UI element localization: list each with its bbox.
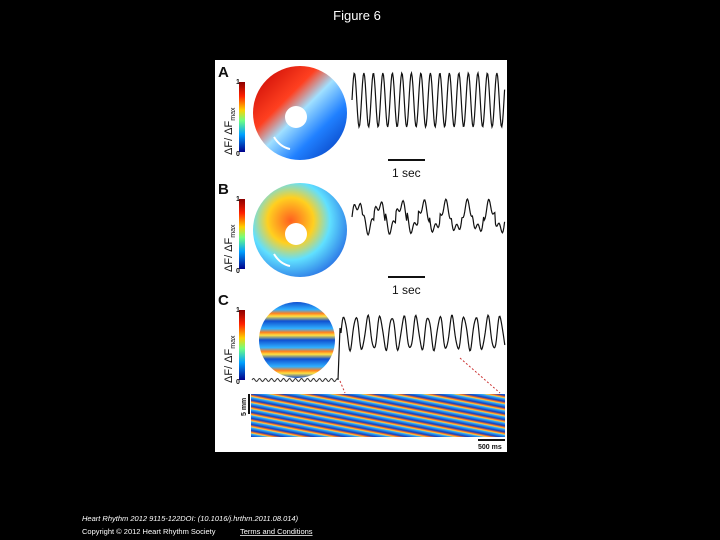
copyright: Copyright © 2012 Heart Rhythm Society xyxy=(82,527,216,536)
arrow xyxy=(273,136,291,150)
scale-label: 1 sec xyxy=(392,283,421,297)
trace xyxy=(351,70,506,130)
axis-label: ΔF/ ΔFmax xyxy=(223,107,237,155)
scale-label: 1 sec xyxy=(392,166,421,180)
axis-label: ΔF/ ΔFmax xyxy=(223,224,237,272)
map-hole xyxy=(285,106,307,128)
colorbar-min: 0 xyxy=(236,151,240,158)
time-label: 500 ms xyxy=(478,444,502,451)
axis-label-sub: max xyxy=(230,224,237,238)
panel-label: A xyxy=(218,64,229,81)
axis-label-sub: max xyxy=(230,107,237,121)
panel-label: C xyxy=(218,292,229,309)
terms-link[interactable]: Terms and Conditions xyxy=(240,527,313,536)
colorbar-max: 1 xyxy=(236,307,240,314)
slide-title: Figure 6 xyxy=(333,8,381,23)
trace xyxy=(337,313,506,381)
colorbar-max: 1 xyxy=(236,79,240,86)
space-label: 5 mm xyxy=(241,398,248,416)
colorbar xyxy=(239,199,245,269)
trace xyxy=(351,198,506,237)
axis-label-main: ΔF/ ΔF xyxy=(223,237,235,272)
citation: Heart Rhythm 2012 9115-122DOI: (10.1016/… xyxy=(82,514,299,523)
colorbar-max: 1 xyxy=(236,196,240,203)
colorbar-min: 0 xyxy=(236,268,240,275)
baseline-trace xyxy=(251,377,338,383)
panel-label: B xyxy=(218,181,229,198)
map-hole xyxy=(285,223,307,245)
axis-label: ΔF/ ΔFmax xyxy=(223,335,237,383)
colorbar xyxy=(239,82,245,152)
colorbar xyxy=(239,310,245,380)
axis-label-main: ΔF/ ΔF xyxy=(223,120,235,155)
colorbar-min: 0 xyxy=(236,379,240,386)
axis-label-sub: max xyxy=(230,335,237,349)
arrow xyxy=(273,253,291,267)
zoom-line xyxy=(459,357,501,394)
map-disk xyxy=(259,302,335,378)
kymograph xyxy=(251,394,505,437)
axis-label-main: ΔF/ ΔF xyxy=(223,348,235,383)
